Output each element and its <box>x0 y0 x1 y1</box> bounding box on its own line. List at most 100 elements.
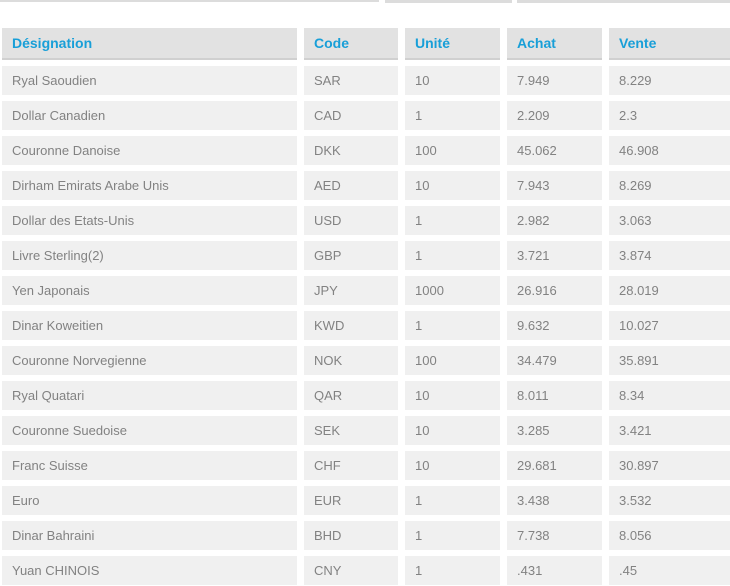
cell-vente: 8.056 <box>609 521 730 550</box>
cell-unite: 10 <box>405 416 500 445</box>
table-row: Ryal Quatari QAR 10 8.011 8.34 <box>2 381 730 410</box>
cell-vente: 3.421 <box>609 416 730 445</box>
table-row: Dinar Bahraini BHD 1 7.738 8.056 <box>2 521 730 550</box>
cell-unite: 100 <box>405 346 500 375</box>
cell-code: SEK <box>304 416 398 445</box>
cell-designation: Couronne Norvegienne <box>2 346 297 375</box>
cell-vente: 8.34 <box>609 381 730 410</box>
cell-unite: 10 <box>405 66 500 95</box>
cell-achat: 29.681 <box>507 451 602 480</box>
column-header-achat: Achat <box>507 28 602 60</box>
column-header-designation: Désignation <box>2 28 297 60</box>
cell-unite: 1 <box>405 311 500 340</box>
cell-code: CAD <box>304 101 398 130</box>
cell-vente: 46.908 <box>609 136 730 165</box>
cell-designation: Yen Japonais <box>2 276 297 305</box>
cell-code: QAR <box>304 381 398 410</box>
column-header-code: Code <box>304 28 398 60</box>
table-row: Couronne Danoise DKK 100 45.062 46.908 <box>2 136 730 165</box>
cell-designation: Ryal Saoudien <box>2 66 297 95</box>
cell-designation: Dollar Canadien <box>2 101 297 130</box>
cell-code: DKK <box>304 136 398 165</box>
cell-achat: 7.949 <box>507 66 602 95</box>
cell-code: BHD <box>304 521 398 550</box>
cell-code: CNY <box>304 556 398 585</box>
cell-achat: 2.982 <box>507 206 602 235</box>
cell-vente: 28.019 <box>609 276 730 305</box>
exchange-rate-table: Désignation Code Unité Achat Vente Ryal … <box>2 28 730 586</box>
table-row: Ryal Saoudien SAR 10 7.949 8.229 <box>2 66 730 95</box>
tab-partial-right[interactable] <box>517 0 730 3</box>
cell-vente: 2.3 <box>609 101 730 130</box>
table-row: Couronne Suedoise SEK 10 3.285 3.421 <box>2 416 730 445</box>
cell-vente: 3.063 <box>609 206 730 235</box>
cell-unite: 1 <box>405 521 500 550</box>
cell-unite: 10 <box>405 381 500 410</box>
cell-code: KWD <box>304 311 398 340</box>
table-row: Yen Japonais JPY 1000 26.916 28.019 <box>2 276 730 305</box>
cell-achat: .431 <box>507 556 602 585</box>
table-row: Livre Sterling(2) GBP 1 3.721 3.874 <box>2 241 730 270</box>
cell-vente: 3.874 <box>609 241 730 270</box>
cell-unite: 1 <box>405 206 500 235</box>
cell-achat: 2.209 <box>507 101 602 130</box>
table-row: Franc Suisse CHF 10 29.681 30.897 <box>2 451 730 480</box>
cell-unite: 1 <box>405 486 500 515</box>
cell-unite: 1 <box>405 101 500 130</box>
table-row: Dollar Canadien CAD 1 2.209 2.3 <box>2 101 730 130</box>
table-row: Couronne Norvegienne NOK 100 34.479 35.8… <box>2 346 730 375</box>
cell-unite: 1 <box>405 241 500 270</box>
cell-vente: 8.269 <box>609 171 730 200</box>
cell-achat: 34.479 <box>507 346 602 375</box>
cell-unite: 10 <box>405 171 500 200</box>
cell-vente: .45 <box>609 556 730 585</box>
cell-code: JPY <box>304 276 398 305</box>
table-header-row: Désignation Code Unité Achat Vente <box>2 28 730 60</box>
cell-code: EUR <box>304 486 398 515</box>
cell-achat: 7.943 <box>507 171 602 200</box>
cell-achat: 26.916 <box>507 276 602 305</box>
cell-vente: 3.532 <box>609 486 730 515</box>
cell-designation: Yuan CHINOIS <box>2 556 297 585</box>
cell-designation: Dirham Emirats Arabe Unis <box>2 171 297 200</box>
table-row: Dirham Emirats Arabe Unis AED 10 7.943 8… <box>2 171 730 200</box>
cell-achat: 7.738 <box>507 521 602 550</box>
cell-designation: Euro <box>2 486 297 515</box>
cell-unite: 1000 <box>405 276 500 305</box>
cell-unite: 1 <box>405 556 500 585</box>
cell-achat: 45.062 <box>507 136 602 165</box>
cell-achat: 8.011 <box>507 381 602 410</box>
cell-achat: 3.438 <box>507 486 602 515</box>
cell-designation: Dinar Bahraini <box>2 521 297 550</box>
cell-vente: 30.897 <box>609 451 730 480</box>
tab-partial-middle[interactable] <box>385 0 512 3</box>
cell-code: AED <box>304 171 398 200</box>
cell-designation: Dollar des Etats-Unis <box>2 206 297 235</box>
tab-partial-left[interactable] <box>0 0 379 2</box>
cell-designation: Livre Sterling(2) <box>2 241 297 270</box>
cell-vente: 10.027 <box>609 311 730 340</box>
cell-unite: 100 <box>405 136 500 165</box>
cell-code: USD <box>304 206 398 235</box>
cell-achat: 9.632 <box>507 311 602 340</box>
cell-code: CHF <box>304 451 398 480</box>
table-body: Ryal Saoudien SAR 10 7.949 8.229 Dollar … <box>2 66 730 585</box>
cell-designation: Dinar Koweitien <box>2 311 297 340</box>
table-row: Yuan CHINOIS CNY 1 .431 .45 <box>2 556 730 585</box>
cell-code: NOK <box>304 346 398 375</box>
column-header-unite: Unité <box>405 28 500 60</box>
cell-achat: 3.721 <box>507 241 602 270</box>
cell-designation: Ryal Quatari <box>2 381 297 410</box>
cell-vente: 8.229 <box>609 66 730 95</box>
cell-unite: 10 <box>405 451 500 480</box>
cell-code: GBP <box>304 241 398 270</box>
table-row: Euro EUR 1 3.438 3.532 <box>2 486 730 515</box>
cell-designation: Couronne Suedoise <box>2 416 297 445</box>
cell-code: SAR <box>304 66 398 95</box>
cell-vente: 35.891 <box>609 346 730 375</box>
cell-designation: Couronne Danoise <box>2 136 297 165</box>
table-row: Dollar des Etats-Unis USD 1 2.982 3.063 <box>2 206 730 235</box>
cell-achat: 3.285 <box>507 416 602 445</box>
cell-designation: Franc Suisse <box>2 451 297 480</box>
